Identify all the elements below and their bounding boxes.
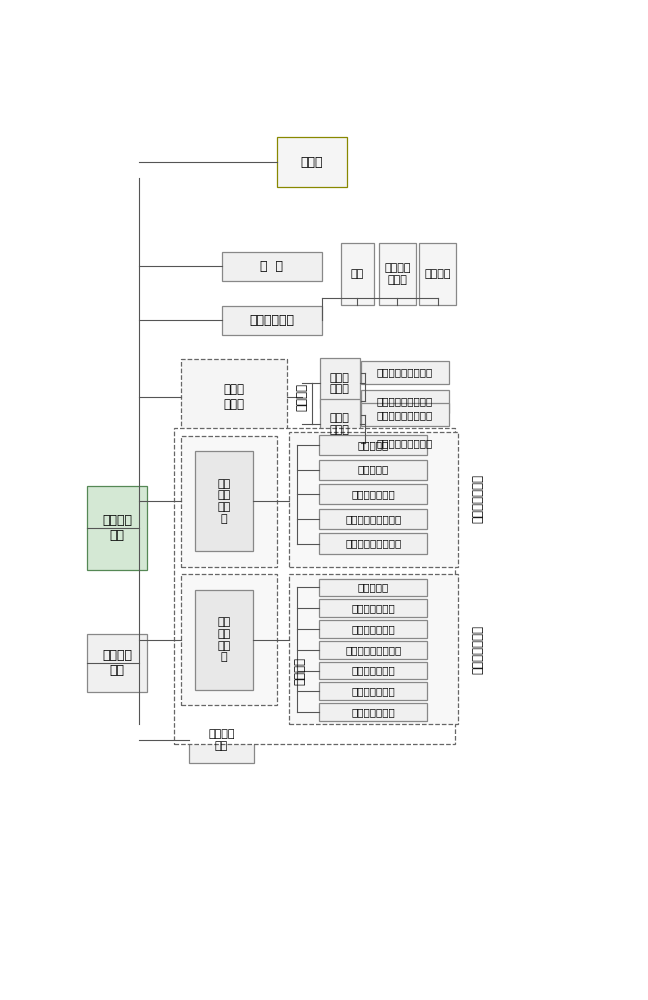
Text: 罐芯水冷电抗器: 罐芯水冷电抗器 <box>351 624 395 634</box>
FancyBboxPatch shape <box>290 432 457 567</box>
Text: 三相交流变压器线组: 三相交流变压器线组 <box>345 538 401 548</box>
FancyBboxPatch shape <box>319 460 427 480</box>
FancyBboxPatch shape <box>189 717 254 763</box>
FancyBboxPatch shape <box>319 435 427 455</box>
Text: 系统用户
管理: 系统用户 管理 <box>209 729 235 751</box>
Text: 单相交流电抗器: 单相交流电抗器 <box>351 686 395 696</box>
Text: 变压器参数方法算出: 变压器参数方法算出 <box>376 396 433 406</box>
Text: 线规: 线规 <box>351 269 364 279</box>
Text: 电抗器容量方法算出: 电抗器容量方法算出 <box>376 410 433 420</box>
Text: 单相交流变压器: 单相交流变压器 <box>351 489 395 499</box>
FancyBboxPatch shape <box>290 574 457 724</box>
FancyBboxPatch shape <box>361 403 449 426</box>
FancyBboxPatch shape <box>319 641 427 659</box>
Text: 计心电抗器: 计心电抗器 <box>358 582 389 592</box>
Text: 电抗器
计算单: 电抗器 计算单 <box>330 413 349 435</box>
Text: 极芯水冷电抗器: 极芯水冷电抗器 <box>351 603 395 613</box>
FancyBboxPatch shape <box>195 451 253 551</box>
FancyBboxPatch shape <box>277 137 347 187</box>
FancyBboxPatch shape <box>319 662 427 679</box>
FancyBboxPatch shape <box>174 428 455 744</box>
FancyBboxPatch shape <box>181 359 287 436</box>
FancyBboxPatch shape <box>319 509 427 529</box>
Text: 中央处理
模块: 中央处理 模块 <box>102 514 132 542</box>
Text: 主材单价: 主材单价 <box>424 269 451 279</box>
Text: 三相交流变压器绕组: 三相交流变压器绕组 <box>345 514 401 524</box>
FancyBboxPatch shape <box>341 243 373 305</box>
FancyBboxPatch shape <box>319 579 427 596</box>
Text: 单相同流电抗器: 单相同流电抗器 <box>351 666 395 676</box>
FancyBboxPatch shape <box>361 432 449 455</box>
Text: 电抗器计算模块: 电抗器计算模块 <box>471 625 484 674</box>
FancyBboxPatch shape <box>378 243 416 305</box>
Text: 材料基础数据: 材料基础数据 <box>249 314 294 327</box>
Text: 电抗
器计
算模
块: 电抗 器计 算模 块 <box>218 617 231 662</box>
FancyBboxPatch shape <box>319 533 427 554</box>
FancyBboxPatch shape <box>319 358 360 408</box>
Text: 查询模块: 查询模块 <box>295 383 308 411</box>
Text: 自冷变压器: 自冷变压器 <box>358 465 389 475</box>
Text: 变压器计算模块: 变压器计算模块 <box>471 474 484 523</box>
FancyBboxPatch shape <box>222 306 322 335</box>
FancyBboxPatch shape <box>319 703 427 721</box>
Text: 输入输出
模块: 输入输出 模块 <box>102 649 132 677</box>
FancyBboxPatch shape <box>319 484 427 504</box>
FancyBboxPatch shape <box>181 574 277 705</box>
FancyBboxPatch shape <box>361 361 449 384</box>
FancyBboxPatch shape <box>319 599 427 617</box>
Text: 线系三相交流电抗器: 线系三相交流电抗器 <box>345 645 401 655</box>
FancyBboxPatch shape <box>319 682 427 700</box>
Text: 计算模块: 计算模块 <box>293 657 306 685</box>
FancyBboxPatch shape <box>87 486 147 570</box>
Text: 变压
器计
算模
块: 变压 器计 算模 块 <box>218 479 231 524</box>
FancyBboxPatch shape <box>181 436 277 567</box>
FancyBboxPatch shape <box>195 590 253 690</box>
Text: 电抗器参数方法算出: 电抗器参数方法算出 <box>376 438 433 448</box>
FancyBboxPatch shape <box>419 243 456 305</box>
FancyBboxPatch shape <box>222 252 322 281</box>
Text: 变压器容量方法算出: 变压器容量方法算出 <box>376 368 433 378</box>
Text: 数据库: 数据库 <box>301 156 323 169</box>
FancyBboxPatch shape <box>319 399 360 449</box>
Text: 水冷变压器: 水冷变压器 <box>358 440 389 450</box>
FancyBboxPatch shape <box>87 634 147 692</box>
Text: 硅钢片性
能参数: 硅钢片性 能参数 <box>384 263 411 285</box>
FancyBboxPatch shape <box>319 620 427 638</box>
Text: 变压器
计算单: 变压器 计算单 <box>330 373 349 394</box>
Text: 三相交流电抗器: 三相交流电抗器 <box>351 707 395 717</box>
FancyBboxPatch shape <box>361 389 449 413</box>
Text: 计算查
询模块: 计算查 询模块 <box>224 383 245 411</box>
Text: 帮  助: 帮 助 <box>260 260 283 273</box>
